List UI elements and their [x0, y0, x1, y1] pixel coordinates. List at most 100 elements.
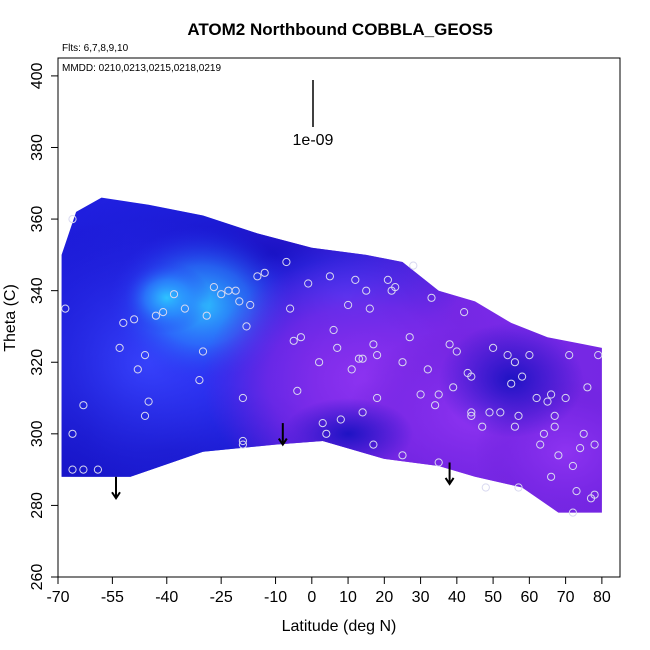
observation-point	[478, 422, 487, 431]
scale-bar: 1e-09	[293, 80, 334, 149]
observation-point	[423, 365, 432, 374]
observation-point	[61, 304, 70, 313]
observation-point	[238, 436, 247, 446]
observation-point	[151, 311, 160, 320]
observation-point	[373, 351, 382, 360]
y-tick-label: 260	[29, 564, 46, 591]
x-tick-label: 70	[557, 589, 575, 606]
observation-point	[434, 390, 443, 399]
observation-point	[217, 290, 226, 299]
observation-point	[293, 386, 302, 395]
observation-point	[144, 397, 153, 406]
observation-point	[369, 440, 378, 449]
observation-point	[140, 411, 150, 420]
observation-point	[289, 336, 298, 345]
observation-point	[554, 451, 563, 460]
observation-point	[532, 393, 541, 403]
observation-point	[209, 283, 218, 292]
observation-point	[590, 490, 599, 499]
y-tick-label: 400	[29, 62, 46, 89]
observation-point	[358, 354, 367, 363]
observation-point	[576, 444, 585, 453]
observation-point	[68, 215, 77, 224]
y-tick-label: 280	[29, 492, 46, 519]
observation-point	[282, 257, 291, 267]
observation-point	[325, 272, 334, 281]
observation-point	[347, 365, 356, 374]
observation-point	[565, 351, 574, 360]
field-blob	[123, 262, 211, 334]
observation-point	[409, 261, 418, 270]
observation-point	[373, 393, 382, 403]
observation-point	[333, 343, 342, 352]
x-tick-label: 80	[593, 589, 611, 606]
observation-point	[514, 483, 523, 492]
observation-point	[445, 340, 454, 349]
observation-point	[550, 422, 559, 431]
observation-point	[539, 429, 549, 438]
observation-point	[93, 465, 103, 474]
x-tick-label: 50	[484, 589, 502, 606]
x-tick-label: -10	[264, 589, 287, 606]
y-tick-label: 300	[29, 420, 46, 447]
observation-point	[568, 461, 578, 471]
field-blob	[282, 398, 414, 470]
observation-point	[536, 440, 545, 449]
observation-point	[296, 333, 305, 342]
observation-point	[507, 379, 516, 388]
observation-point	[336, 415, 345, 424]
observation-point	[365, 304, 374, 313]
x-tick-label: -70	[46, 589, 69, 606]
observation-point	[568, 508, 578, 517]
observation-point	[358, 408, 367, 417]
observation-point	[253, 272, 262, 281]
observation-point	[79, 401, 88, 410]
down-arrow	[444, 462, 455, 486]
observation-point	[572, 487, 581, 496]
chart-title: ATOM2 Northbound COBBLA_GEOS5	[187, 20, 492, 39]
observation-point	[449, 383, 458, 392]
observation-point	[242, 322, 251, 331]
observation-point	[547, 472, 556, 481]
scale-bar-label: 1e-09	[293, 132, 334, 149]
observation-point	[68, 465, 77, 474]
observation-point	[467, 408, 476, 417]
observation-point	[594, 351, 603, 360]
observation-point	[169, 290, 179, 299]
observation-point	[496, 408, 505, 417]
observation-point	[159, 308, 168, 317]
x-tick-label: 10	[339, 589, 357, 606]
observation-point	[329, 325, 338, 335]
observation-point	[514, 411, 523, 420]
observation-point	[260, 268, 269, 277]
observation-point	[467, 372, 476, 381]
observation-point	[362, 286, 371, 295]
observation-point	[235, 297, 244, 306]
observation-point	[133, 365, 142, 374]
observation-point	[231, 286, 240, 295]
observation-point	[68, 429, 77, 438]
observation-point	[427, 293, 436, 302]
observation-point	[460, 308, 469, 317]
observation-point	[195, 376, 204, 385]
observation-point	[481, 483, 490, 492]
x-tick-label: -25	[210, 589, 233, 606]
observation-point	[398, 358, 407, 367]
observation-points	[61, 215, 603, 517]
x-tick-label: -40	[155, 589, 178, 606]
bottom-arrows	[111, 423, 455, 501]
observation-point	[140, 351, 150, 360]
y-tick-label: 320	[29, 349, 46, 376]
observation-point	[318, 419, 327, 428]
observation-point	[583, 383, 592, 392]
observation-point	[79, 465, 88, 474]
observation-point	[510, 358, 520, 367]
y-tick-label: 380	[29, 134, 46, 161]
observation-point	[561, 393, 570, 403]
observation-point	[130, 315, 139, 324]
observation-point	[238, 440, 247, 449]
x-tick-label: 0	[307, 589, 316, 606]
observation-point	[351, 275, 360, 284]
observation-point	[202, 311, 211, 320]
